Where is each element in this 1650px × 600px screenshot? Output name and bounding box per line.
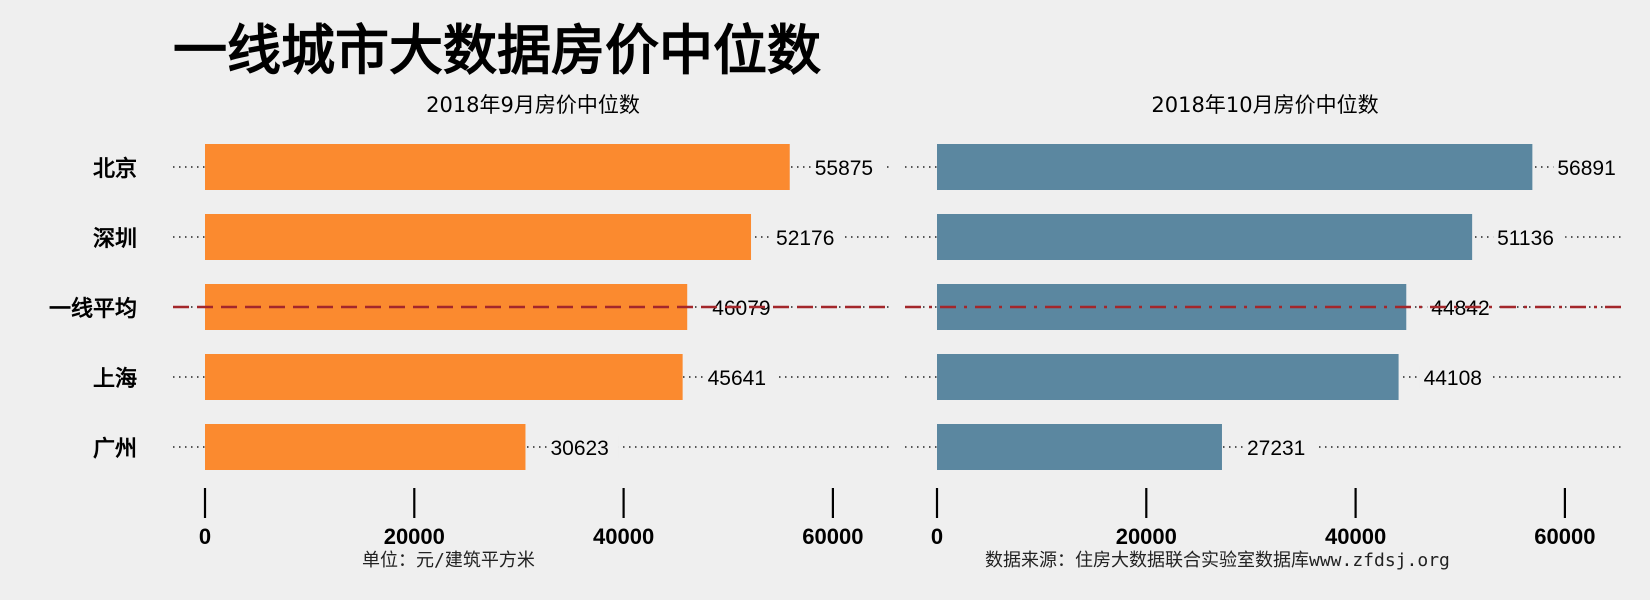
bar-sep [205,354,683,400]
bar-oct [937,214,1473,260]
category-label: 北京 [93,156,137,182]
value-label-background [772,226,845,248]
value-label: 44108 [1424,367,1482,390]
value-label-background [1419,366,1492,388]
chart-title: 一线城市大数据房价中位数 [173,18,821,82]
value-label: 56891 [1557,157,1615,180]
bar-sep [205,424,526,470]
source-note: 数据来源：住房大数据联合实验室数据库www.zfdsj.org [985,550,1450,571]
x-tick-label: 20000 [384,524,445,549]
value-label: 27231 [1247,437,1305,460]
value-label-background [703,366,776,388]
x-tick-label: 20000 [1116,524,1177,549]
right-panel-title: 2018年10月房价中位数 [1151,93,1378,117]
x-tick-label: 0 [931,524,943,549]
value-label-background [1553,156,1626,178]
x-tick-label: 60000 [1534,524,1595,549]
bar-oct [937,354,1399,400]
value-label: 30623 [550,437,608,460]
value-label-background [1242,436,1315,458]
category-label: 广州 [93,436,137,462]
value-label: 44842 [1431,297,1489,320]
bar-sep [205,214,752,260]
x-tick-label: 40000 [1325,524,1386,549]
bar-sep [205,144,790,190]
value-label-background [1493,226,1566,248]
value-label-background [810,156,883,178]
category-label: 上海 [93,366,137,392]
value-label-background [546,436,619,458]
category-label: 深圳 [93,226,137,252]
value-label: 55875 [815,157,873,180]
category-label: 一线平均 [49,296,137,322]
unit-note: 单位：元/建筑平方米 [362,550,535,571]
value-label: 52176 [776,227,834,250]
bar-oct [937,144,1533,190]
value-label-background [1427,296,1500,318]
value-label-background [708,296,781,318]
left-panel-title: 2018年9月房价中位数 [426,93,640,117]
x-tick-label: 60000 [802,524,863,549]
x-tick-label: 40000 [593,524,654,549]
x-tick-label: 0 [199,524,211,549]
value-label: 51136 [1497,227,1554,250]
bar-oct [937,424,1222,470]
value-label: 46079 [712,297,770,320]
value-label: 45641 [708,367,766,390]
